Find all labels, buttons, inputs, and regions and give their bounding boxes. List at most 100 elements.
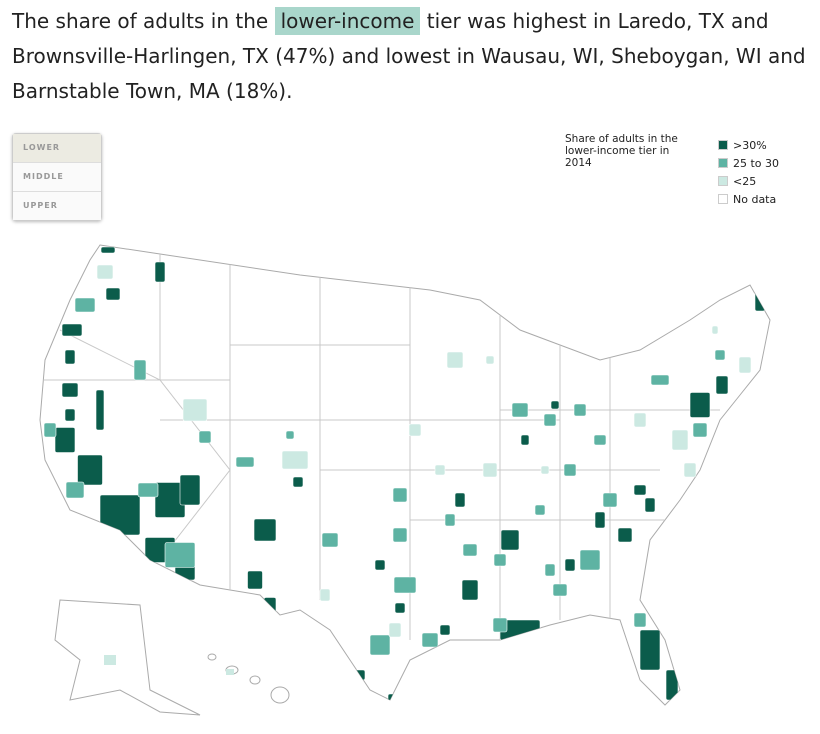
- metro-area: [54, 427, 76, 453]
- us-outline: [39, 244, 771, 706]
- metro-area: [408, 423, 422, 437]
- metro-area: [579, 549, 601, 571]
- island: [249, 675, 261, 685]
- legend-label: 25 to 30: [733, 156, 780, 170]
- metro-area: [133, 359, 147, 381]
- metro-area: [540, 465, 550, 475]
- metro-area: [226, 669, 234, 675]
- metro-area: [164, 542, 196, 568]
- metro-area: [235, 456, 255, 468]
- tab-button[interactable]: MIDDLE: [13, 162, 101, 191]
- metro-area: [683, 462, 697, 478]
- metro-area: [421, 632, 439, 648]
- metro-area: [61, 382, 79, 398]
- tab-button[interactable]: LOWER: [13, 134, 101, 162]
- metro-area: [711, 325, 719, 335]
- metro-area: [552, 583, 568, 597]
- metro-area: [594, 511, 606, 529]
- legend-item: 25 to 30: [718, 154, 779, 172]
- metro-area: [319, 588, 331, 602]
- metro-area: [550, 400, 560, 410]
- metro-area: [263, 597, 277, 613]
- metro-area: [534, 504, 546, 516]
- metro-area: [500, 529, 520, 551]
- tab-button[interactable]: UPPER: [13, 191, 101, 220]
- headline: The share of adults in the lower-income …: [12, 4, 812, 109]
- metro-area: [393, 576, 417, 594]
- tab-group: LOWER MIDDLE UPPER: [12, 133, 102, 221]
- metro-area: [692, 422, 708, 438]
- metro-area: [95, 389, 105, 431]
- metro-area: [354, 669, 366, 681]
- metro-area: [394, 602, 406, 614]
- metro-area: [650, 374, 670, 386]
- metro-area: [434, 464, 446, 476]
- metro-area: [104, 655, 116, 665]
- metro-area: [374, 559, 386, 571]
- legend-swatch: [718, 158, 728, 168]
- legend-swatch: [718, 176, 728, 186]
- metro-area: [462, 543, 478, 557]
- metro-area: [485, 355, 495, 365]
- metro-area: [439, 624, 451, 636]
- metro-area: [137, 482, 159, 498]
- metro-area: [64, 349, 76, 365]
- metro-area: [633, 484, 647, 496]
- island: [270, 686, 290, 704]
- metro-area: [77, 454, 103, 486]
- legend-label: <25: [733, 174, 757, 188]
- legend-title: Share of adults in the lower-income tier…: [565, 133, 678, 169]
- metro-area: [43, 422, 57, 438]
- legend-swatch: [718, 194, 728, 204]
- metro-area: [738, 356, 752, 374]
- metro-area: [617, 527, 633, 543]
- metro-area: [461, 579, 479, 601]
- metro-area: [633, 612, 647, 628]
- metro-area: [573, 403, 587, 417]
- metro-area: [179, 474, 201, 506]
- metro-area: [96, 264, 114, 280]
- legend-label: No data: [733, 192, 777, 206]
- metro-area: [100, 246, 116, 254]
- metro-area: [654, 559, 666, 571]
- metro-area: [689, 392, 711, 418]
- legend-item: >30%: [718, 136, 779, 154]
- metro-area: [65, 481, 85, 499]
- legend-item: No data: [718, 190, 779, 208]
- metro-area: [543, 413, 557, 427]
- metro-area: [292, 476, 304, 488]
- metro-area: [563, 463, 577, 477]
- legend-swatch: [718, 140, 728, 150]
- metro-area: [639, 629, 661, 671]
- metro-area: [520, 434, 530, 446]
- metro-area: [671, 429, 689, 451]
- legend-label: >30%: [733, 138, 767, 152]
- hawaii: [207, 653, 290, 704]
- headline-text: tier was highest in Laredo, TX and Brown…: [12, 9, 806, 103]
- metro-area: [285, 430, 295, 440]
- metro-area: [369, 634, 391, 656]
- metro-area: [644, 497, 656, 513]
- metro-area: [564, 558, 576, 572]
- metro-area: [602, 492, 618, 508]
- metro-area: [482, 462, 498, 478]
- metro-area: [444, 513, 456, 527]
- metro-area: [633, 412, 647, 428]
- metro-area: [392, 527, 408, 543]
- metro-area: [673, 508, 687, 522]
- metro-area: [392, 487, 408, 503]
- metro-area: [321, 532, 339, 548]
- metro-area: [253, 518, 277, 542]
- metro-area: [154, 261, 166, 283]
- metro-area: [74, 297, 96, 313]
- legend-item: <25: [718, 172, 779, 190]
- metro-area: [454, 492, 466, 508]
- metro-area: [446, 351, 464, 369]
- metro-area: [105, 287, 121, 301]
- metro-area: [493, 553, 507, 567]
- metro-area: [281, 450, 309, 470]
- alaska-outline: [54, 599, 201, 716]
- metro-area: [64, 408, 76, 422]
